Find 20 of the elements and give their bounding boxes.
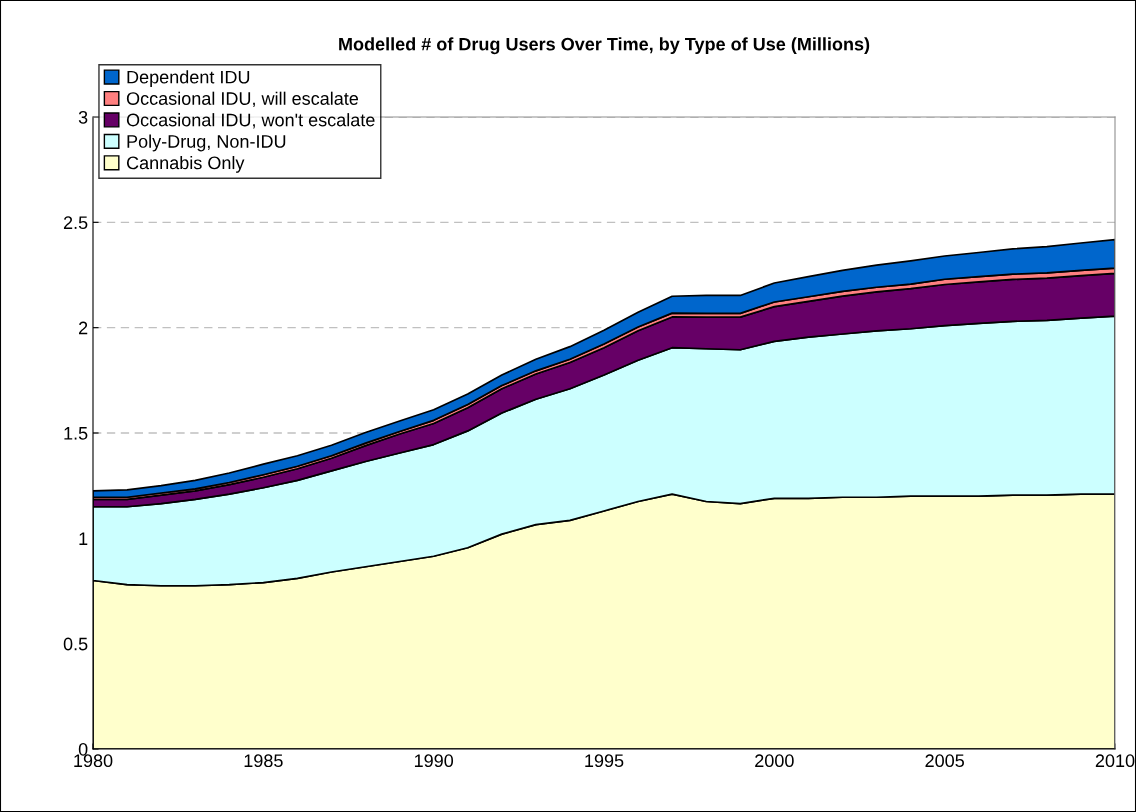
x-tick-label: 1990 <box>414 754 454 768</box>
y-tick-label: 3 <box>78 110 88 124</box>
y-tick-label: 0 <box>78 742 88 756</box>
legend-label: Cannabis Only <box>126 156 245 173</box>
x-tick-label: 2005 <box>925 754 964 768</box>
y-tick-label: 1.5 <box>64 427 88 440</box>
x-tick-label: 2010 <box>1095 754 1135 768</box>
y-tick-label: 2 <box>79 321 88 335</box>
x-tick-label: 1980 <box>74 754 113 768</box>
legend-label: Dependent IDU <box>127 70 250 88</box>
x-tick-label: 1985 <box>244 754 283 768</box>
y-tick-label: 0.5 <box>63 637 88 651</box>
legend-label: Occasional IDU, won't escalate <box>126 113 375 129</box>
y-tick-label: 1 <box>79 532 88 545</box>
x-tick-label: 1995 <box>585 754 624 768</box>
legend-label: Poly-Drug, Non-IDU <box>127 134 286 152</box>
x-tick-label: 2000 <box>755 754 794 768</box>
y-tick-label: 2.5 <box>63 216 88 230</box>
chart-title: Modelled # of Drug Users Over Time, by Type of Use (Millions) <box>339 37 870 55</box>
legend-label: Occasional IDU, will escalate <box>126 91 359 108</box>
